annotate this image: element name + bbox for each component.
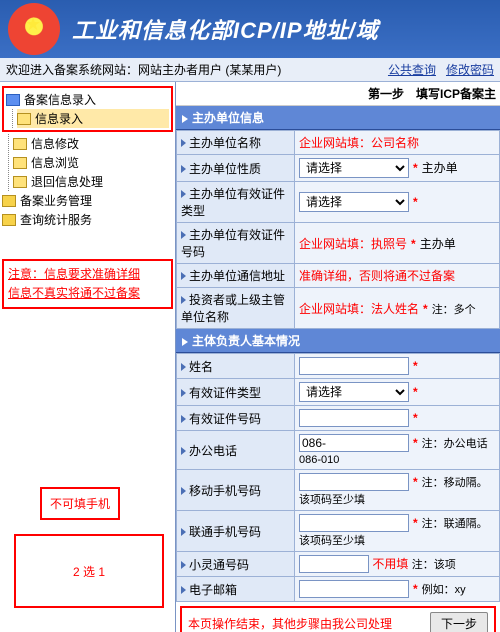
note-phs: 注：该项	[412, 559, 456, 571]
site-header: 工业和信息化部ICP/IP地址/域	[0, 0, 500, 58]
label-cert-type: 主办单位有效证件类型	[181, 187, 285, 218]
note-email: 例如：xy	[422, 584, 466, 596]
link-public-query[interactable]: 公共查询	[388, 61, 436, 78]
label-address: 主办单位通信地址	[189, 269, 285, 283]
hint-phs: 不用填	[372, 557, 408, 571]
page-icon	[17, 113, 31, 125]
label-phs: 小灵通号码	[189, 558, 249, 572]
note-investor: 注：多个	[432, 304, 476, 316]
hint-address: 准确详细，否则将通不过备案	[299, 269, 455, 283]
input-name[interactable]	[299, 357, 409, 375]
triangle-right-icon	[182, 115, 188, 123]
label-sponsor-name: 主办单位名称	[189, 136, 261, 150]
hint-investor: 企业网站填：法人姓名	[299, 302, 419, 316]
warning-accuracy: 注意：信息要求准确详细 信息不真实将通不过备案	[2, 259, 173, 309]
label-investor: 投资者或上级主管单位名称	[181, 293, 285, 324]
input-unicom[interactable]	[299, 514, 409, 532]
form-person-info: 姓名 * 有效证件类型 请选择* 有效证件号码 * 办公电话 *注：办公电话08…	[176, 353, 500, 602]
page-icon	[13, 176, 27, 188]
tree-item-info-browse[interactable]: 信息浏览	[13, 153, 173, 172]
site-title: 工业和信息化部ICP/IP地址/域	[72, 13, 379, 45]
tree-node-query-stats[interactable]: 查询统计服务	[2, 210, 173, 229]
next-button[interactable]: 下一步	[430, 612, 488, 632]
input-mobile[interactable]	[299, 473, 409, 491]
section-title-person: 主体负责人基本情况	[176, 329, 500, 353]
label-extra-1: 主办单	[422, 161, 458, 175]
tree-item-info-modify[interactable]: 信息修改	[13, 134, 173, 153]
footer-text: 本页操作结束，其他步骤由我公司处理	[188, 615, 430, 632]
label-id-no: 有效证件号码	[189, 412, 261, 426]
folder-icon	[2, 195, 16, 207]
folder-open-icon	[6, 94, 20, 106]
label-unicom: 联通手机号码	[189, 525, 261, 539]
welcome-text: 欢迎进入备案系统网站：网站主办者用户 (某某用户)	[6, 61, 378, 78]
link-change-password[interactable]: 修改密码	[446, 61, 494, 78]
section-title-sponsor: 主办单位信息	[176, 106, 500, 130]
page-icon	[13, 138, 27, 150]
input-email[interactable]	[299, 580, 409, 598]
tree-item-info-entry[interactable]: 信息录入	[17, 109, 169, 128]
main-panel: 第一步 填写ICP备案主 主办单位信息 主办单位名称 企业网站填：公司名称 主办…	[176, 82, 500, 632]
label-extra-2: 主办单	[420, 237, 456, 251]
footer-annotation: 本页操作结束，其他步骤由我公司处理 下一步	[180, 606, 496, 632]
folder-icon	[2, 214, 16, 226]
select-sponsor-nature[interactable]: 请选择	[299, 158, 409, 178]
input-phs[interactable]	[299, 555, 369, 573]
national-emblem-icon	[8, 3, 60, 55]
page-icon	[13, 157, 27, 169]
form-sponsor-info: 主办单位名称 企业网站填：公司名称 主办单位性质 请选择*主办单 主办单位有效证…	[176, 130, 500, 329]
select-cert-type[interactable]: 请选择	[299, 192, 409, 212]
label-name: 姓名	[189, 360, 213, 374]
label-office-phone: 办公电话	[189, 444, 237, 458]
input-id-no[interactable]	[299, 409, 409, 427]
annotation-no-mobile: 不可填手机	[40, 487, 120, 520]
tree-node-filing-entry[interactable]: 备案信息录入	[6, 90, 169, 109]
label-mobile: 移动手机号码	[189, 484, 261, 498]
label-sponsor-nature: 主办单位性质	[189, 162, 261, 176]
select-id-type[interactable]: 请选择	[299, 382, 409, 402]
label-id-type: 有效证件类型	[189, 386, 261, 400]
step-indicator: 第一步 填写ICP备案主	[176, 82, 500, 106]
label-email: 电子邮箱	[189, 583, 237, 597]
input-office-phone[interactable]	[299, 434, 409, 452]
tree-group-filing-entry: 备案信息录入 信息录入	[2, 86, 173, 132]
annotation-two-select-one: 2 选 1	[14, 534, 164, 608]
welcome-bar: 欢迎进入备案系统网站：网站主办者用户 (某某用户) 公共查询 修改密码	[0, 58, 500, 82]
hint-cert-no: 企业网站填：执照号	[299, 237, 407, 251]
label-cert-no: 主办单位有效证件号码	[181, 228, 285, 259]
hint-sponsor-name: 企业网站填：公司名称	[299, 136, 419, 150]
tree-item-returned-info[interactable]: 退回信息处理	[13, 172, 173, 191]
tree-node-business-mgmt[interactable]: 备案业务管理	[2, 191, 173, 210]
triangle-right-icon	[182, 338, 188, 346]
sidebar: 备案信息录入 信息录入 信息修改 信息浏览 退回信息处理 备案业务管理 查询统计…	[0, 82, 176, 632]
